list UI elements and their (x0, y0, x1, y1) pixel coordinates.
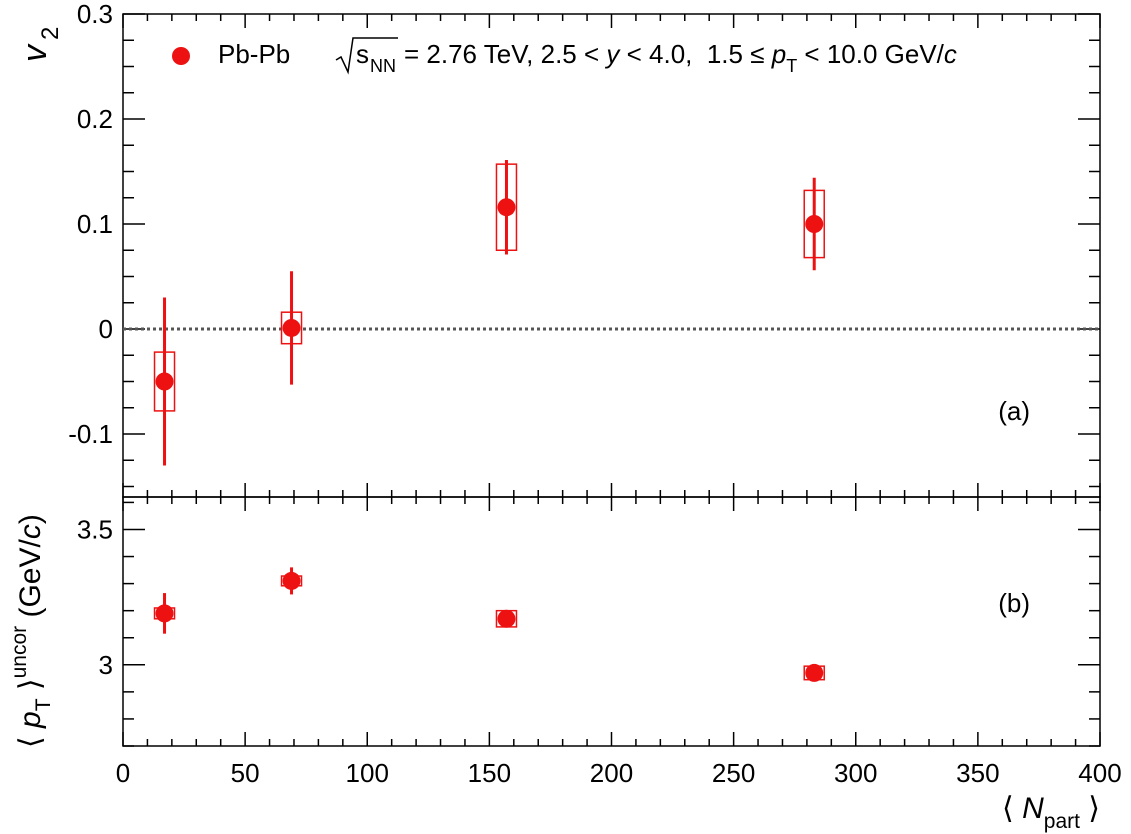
panel-a-ticks: -0.1 0 0.1 0.2 0.3 (68, 0, 1101, 497)
y-tick-label: -0.1 (68, 419, 113, 449)
x-tick-label: 300 (834, 758, 877, 788)
x-tick-label: 150 (468, 758, 511, 788)
y-tick-label: 0 (99, 314, 113, 344)
x-tick-label: 400 (1078, 758, 1121, 788)
x-tick-label: 100 (346, 758, 389, 788)
svg-text:2: 2 (37, 27, 64, 40)
data-point (155, 372, 174, 391)
sqrt-sign (335, 37, 398, 75)
y-tick-label: 3.5 (77, 514, 113, 544)
x-tick-label: 50 (231, 758, 260, 788)
panel-b-data (153, 567, 825, 682)
y-tick-label: 0.2 (77, 104, 113, 134)
x-tick-label: 250 (712, 758, 755, 788)
data-point (282, 318, 301, 337)
panel-b-frame (122, 496, 1101, 747)
legend: Pb-Pb s NN = 2.76 TeV, 2.5 < y < 4.0, 1.… (172, 37, 957, 76)
legend-sqrt-sub: NN (370, 56, 396, 76)
data-point (497, 198, 516, 217)
legend-collision: Pb-Pb (218, 39, 290, 69)
panel-b-ticks: 3 3.5 0 50 100 150 200 250 300 350 400 (77, 497, 1122, 788)
data-point (805, 215, 824, 233)
panel-a-y-title: v 2 (16, 27, 64, 62)
panel-b-y-title: ⟨ pT ⟩uncor (GeV/c) (8, 514, 55, 748)
data-point (155, 604, 174, 623)
data-point (282, 571, 301, 590)
panel-a-frame (122, 13, 1101, 498)
y-tick-label: 0.3 (77, 0, 113, 29)
legend-text: Pb-Pb (218, 39, 290, 69)
x-tick-label: 200 (590, 758, 633, 788)
legend-marker (172, 47, 190, 65)
x-tick-label: 350 (956, 758, 999, 788)
y-tick-label: 0.1 (77, 209, 113, 239)
x-axis-title: ⟨ Npart ⟩ (1002, 792, 1100, 833)
data-point (497, 609, 516, 628)
panel-a-label: (a) (998, 396, 1030, 426)
panel-a-data (153, 159, 825, 466)
legend-text-rest: = 2.76 TeV, 2.5 < y < 4.0, 1.5 ≤ pT < 10… (404, 39, 957, 76)
panel-b-label: (b) (998, 588, 1030, 618)
legend-sqrt-s: s (356, 39, 369, 69)
svg-text:v: v (16, 43, 54, 62)
svg-text:⟨ pT ⟩uncor (GeV/c): ⟨ pT ⟩uncor (GeV/c) (8, 514, 55, 748)
y-tick-label: 3 (99, 650, 113, 680)
data-point (805, 663, 824, 682)
x-tick-label: 0 (116, 758, 130, 788)
